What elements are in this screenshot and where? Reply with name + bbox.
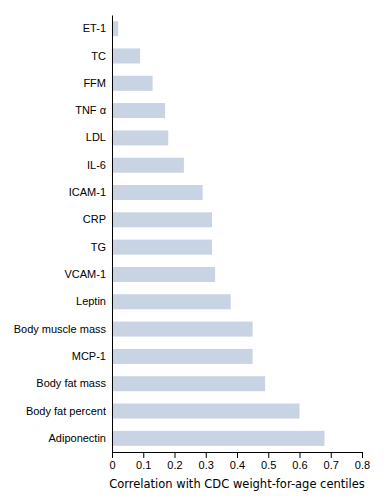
x-tick: 0.7 [324,452,339,471]
x-axis: 0 0.1 0.2 0.3 0.4 0.5 0.6 0.7 0.8 [109,452,370,471]
x-tick-mark [143,452,144,458]
x-tick: 0.6 [292,452,307,471]
bar [112,158,184,173]
bar [112,404,300,419]
x-tick: 0.2 [167,452,182,471]
y-axis: ET-1 TC FFM TNF α LDL IL-6 ICAM-1 CRP TG VCAM-1 Le… [14,16,113,453]
x-tick-mark [331,452,332,458]
bar [112,267,215,282]
y-tick: Adiponectin [49,432,113,444]
y-tick: VCAM-1 [64,268,112,280]
x-axis-line [113,453,363,459]
y-tick: Body fat percent [26,405,112,417]
y-tick-label: TG [91,241,106,253]
x-axis-title: Correlation with CDC weight-for-age cent… [109,477,365,491]
bars [112,21,325,446]
y-tick: TC [91,49,112,61]
bar [112,322,253,337]
y-tick: MCP-1 [72,350,112,362]
x-tick-mark [206,452,207,458]
x-tick-label: 0.6 [292,459,307,471]
y-tick-label: ET-1 [83,22,106,34]
x-tick-mark [237,452,238,458]
y-tick: FFM [83,77,112,89]
bar [112,130,168,145]
y-tick: TNF α [75,104,112,116]
x-tick-label: 0.7 [324,459,339,471]
bar [112,103,165,118]
y-tick: Body fat mass [36,377,112,389]
y-tick: Leptin [76,295,112,307]
y-tick-label: Adiponectin [49,432,107,444]
bar [112,240,212,255]
x-tick: 0.5 [261,452,276,471]
x-tick-mark [175,452,176,458]
bar [112,76,153,91]
x-tick-label: 0.2 [167,459,182,471]
bar [112,431,325,446]
x-tick: 0.3 [199,452,214,471]
y-tick-label: IL-6 [87,159,106,171]
y-axis-line [112,16,113,453]
x-tick-label: 0.4 [230,459,245,471]
bar [112,212,212,227]
y-tick: LDL [86,131,112,143]
y-tick-label: TC [91,49,106,61]
bar [112,185,203,200]
y-tick-label: MCP-1 [72,350,106,362]
y-tick: ICAM-1 [69,186,112,198]
y-tick: Body muscle mass [14,323,112,335]
y-tick-label: Body fat percent [26,405,106,417]
x-tick-label: 0.1 [136,459,151,471]
y-tick-label: ICAM-1 [69,186,106,198]
y-tick-label: TNF α [75,104,106,116]
x-tick-mark [112,452,113,458]
x-tick: 0.4 [230,452,245,471]
bar [112,294,231,309]
y-tick-label: VCAM-1 [64,268,106,280]
x-tick-label: 0 [109,459,115,471]
y-tick: TG [91,241,112,253]
x-tick: 0.8 [355,452,370,471]
y-tick-label: Body fat mass [36,377,106,389]
x-tick-mark [362,452,363,458]
x-tick-mark [300,452,301,458]
y-tick-label: Body muscle mass [14,323,107,335]
x-tick-label: 0.5 [261,459,276,471]
x-tick: 0.1 [136,452,151,471]
x-tick-label: 0.3 [199,459,214,471]
y-tick: IL-6 [87,159,112,171]
x-tick-label: 0.8 [355,459,370,471]
bar [112,48,140,63]
y-tick-label: Leptin [76,295,106,307]
bar [112,349,253,364]
y-tick: ET-1 [83,22,112,34]
y-tick-label: LDL [86,131,106,143]
x-tick-mark [268,452,269,458]
chart: 0 0.1 0.2 0.3 0.4 0.5 0.6 0.7 0.8 ET-1 TC FFM TNF α L… [0,0,384,500]
y-tick: CRP [83,213,112,225]
bar [112,376,265,391]
y-tick-label: FFM [83,77,106,89]
y-tick-label: CRP [83,213,106,225]
plot: 0 0.1 0.2 0.3 0.4 0.5 0.6 0.7 0.8 ET-1 TC FFM TNF α L… [14,16,370,471]
x-tick: 0 [109,452,115,471]
